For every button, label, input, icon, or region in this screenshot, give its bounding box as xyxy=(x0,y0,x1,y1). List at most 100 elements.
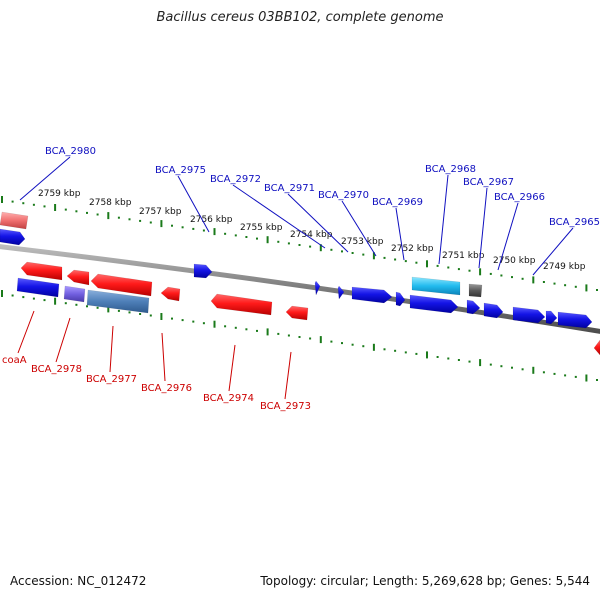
scale-tick xyxy=(171,317,173,320)
scale-tick xyxy=(54,297,57,305)
reverse-gene-label[interactable]: BCA_2976 xyxy=(141,383,192,394)
scale-tick xyxy=(351,343,354,346)
scale-tick xyxy=(542,371,545,374)
scale-tick xyxy=(277,332,280,335)
forward-gene-label[interactable]: BCA_2972 xyxy=(210,174,261,185)
scale-tick xyxy=(415,352,418,355)
reverse-gene-label[interactable]: BCA_2974 xyxy=(203,393,254,404)
reverse-gene-label[interactable]: coaA xyxy=(2,355,27,366)
reverse-gene-label[interactable]: BCA_2973 xyxy=(260,401,311,412)
scale-label: 2756 kbp xyxy=(190,215,233,225)
scale-tick xyxy=(511,366,513,369)
scale-tick xyxy=(341,342,343,345)
scale-tick xyxy=(447,357,450,360)
reverse-label-leader xyxy=(161,332,166,382)
forward-label-leader xyxy=(232,184,326,249)
gene-feature-reverse xyxy=(160,286,181,302)
scale-tick xyxy=(553,282,556,285)
scale-tick xyxy=(574,285,577,288)
forward-gene-label[interactable]: BCA_2965 xyxy=(549,217,600,228)
scale-label: 2750 kbp xyxy=(493,256,536,266)
scale-tick xyxy=(96,213,99,216)
scale-tick xyxy=(362,253,365,256)
scale-tick xyxy=(362,345,365,348)
scale-tick xyxy=(500,274,503,277)
scale-ticks-lower xyxy=(1,290,598,382)
scale-tick xyxy=(394,258,397,261)
scale-tick xyxy=(202,322,205,325)
scale-tick xyxy=(64,208,67,211)
forward-gene-label[interactable]: BCA_2980 xyxy=(45,146,96,157)
scale-label: 2758 kbp xyxy=(89,198,132,208)
forward-gene-label[interactable]: BCA_2969 xyxy=(372,197,423,208)
scale-label: 2754 kbp xyxy=(290,230,333,240)
forward-label-leader xyxy=(478,187,488,269)
scale-tick xyxy=(1,196,3,203)
scale-label: 2751 kbp xyxy=(442,251,485,261)
scale-tick xyxy=(585,374,588,382)
scale-tick xyxy=(43,205,46,208)
scale-tick xyxy=(75,210,78,213)
scale-tick xyxy=(319,244,322,252)
gene-feature-forward xyxy=(483,302,504,319)
scale-tick xyxy=(372,252,375,260)
scale-tick xyxy=(43,299,46,302)
scale-tick xyxy=(394,349,397,352)
gene-feature-grey xyxy=(468,283,483,298)
scale-tick xyxy=(404,351,407,354)
scale-tick xyxy=(192,227,195,230)
scale-tick xyxy=(181,319,184,322)
gene-feature-forward xyxy=(337,285,345,300)
reverse-label-leader xyxy=(55,317,71,363)
forward-label-leader xyxy=(438,174,449,265)
scale-tick xyxy=(298,336,301,338)
gene-feature-reverse xyxy=(90,273,153,297)
scale-tick xyxy=(192,320,195,323)
scale-tick xyxy=(426,260,428,268)
forward-gene-label[interactable]: BCA_2975 xyxy=(155,165,206,176)
reverse-label-leader xyxy=(109,325,114,373)
forward-gene-label[interactable]: BCA_2970 xyxy=(318,190,369,201)
forward-gene-label[interactable]: BCA_2967 xyxy=(463,177,514,188)
scale-tick xyxy=(277,240,280,243)
scale-tick xyxy=(479,359,482,367)
gene-feature-steel xyxy=(86,289,150,314)
forward-label-leader xyxy=(177,175,210,233)
scale-tick xyxy=(245,328,248,331)
scale-tick xyxy=(319,336,322,344)
scale-tick xyxy=(245,236,248,238)
scale-tick xyxy=(596,379,598,381)
genome-title: Bacillus cereus 03BB102, complete genome xyxy=(156,10,444,25)
scale-tick xyxy=(532,276,535,284)
scale-tick xyxy=(266,236,269,244)
scale-tick xyxy=(457,359,460,361)
scale-tick xyxy=(75,303,78,306)
scale-tick xyxy=(149,221,152,224)
scale-tick xyxy=(86,211,88,214)
gene-feature-reverse xyxy=(285,305,309,321)
scale-tick xyxy=(213,228,216,236)
gene-feature-forward xyxy=(395,291,406,307)
scale-tick xyxy=(234,234,237,237)
scale-tick xyxy=(64,302,67,305)
reverse-label-leader xyxy=(17,310,35,354)
gene-feature-forward xyxy=(409,294,459,314)
reverse-gene-label[interactable]: BCA_2978 xyxy=(31,364,82,375)
scale-label: 2759 kbp xyxy=(38,189,81,199)
scale-tick xyxy=(224,325,227,328)
scale-tick xyxy=(468,269,471,272)
scale-tick xyxy=(11,200,14,203)
gene-feature-reverse xyxy=(66,269,90,286)
scale-tick xyxy=(298,244,301,246)
forward-label-leader xyxy=(287,193,349,253)
forward-gene-label[interactable]: BCA_2966 xyxy=(494,192,545,203)
gene-feature-forward xyxy=(512,306,546,324)
forward-gene-label[interactable]: BCA_2968 xyxy=(425,164,476,175)
gene-feature-forward xyxy=(16,277,60,298)
scale-label: 2749 kbp xyxy=(543,262,586,272)
scale-tick xyxy=(213,320,216,328)
forward-gene-label[interactable]: BCA_2971 xyxy=(264,183,315,194)
reverse-gene-label[interactable]: BCA_2977 xyxy=(86,374,137,385)
gene-feature-cyan xyxy=(411,276,461,296)
scale-tick xyxy=(287,242,290,245)
